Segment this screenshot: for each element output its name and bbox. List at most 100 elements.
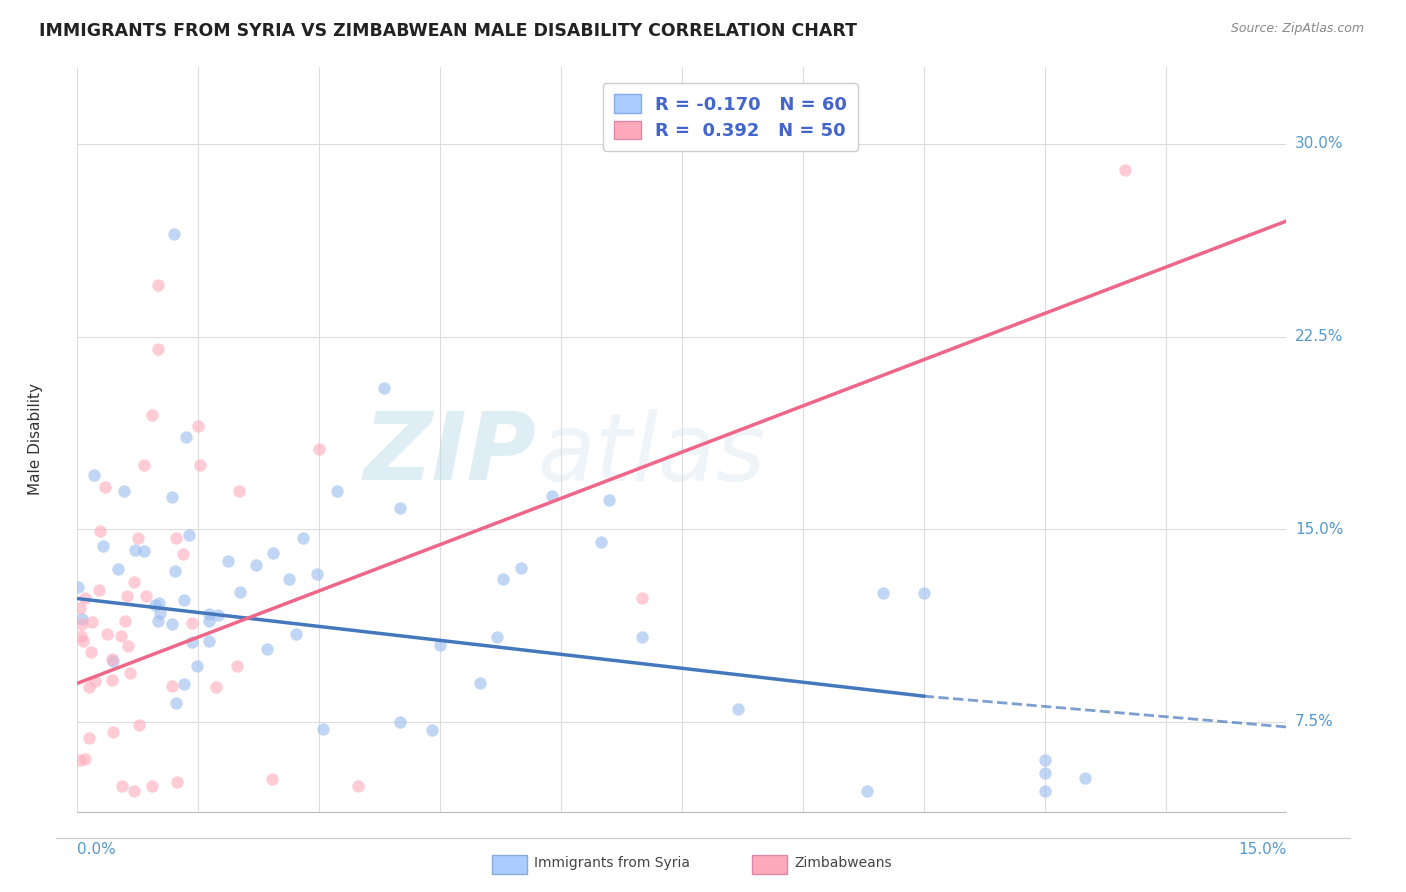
Point — [134, 458, 156, 472]
Point — [598, 493, 620, 508]
Point — [291, 531, 314, 545]
Point — [245, 558, 267, 573]
Point — [162, 490, 184, 504]
Point — [204, 680, 226, 694]
Point — [110, 629, 132, 643]
Point — [872, 586, 894, 600]
Point — [229, 585, 252, 599]
Text: Immigrants from Syria: Immigrants from Syria — [534, 856, 690, 871]
Point — [70, 612, 93, 626]
Point — [101, 724, 124, 739]
Point — [347, 779, 370, 793]
Point — [198, 614, 221, 628]
Point — [117, 589, 139, 603]
Point — [1033, 753, 1056, 767]
Point — [207, 608, 229, 623]
Text: 22.5%: 22.5% — [1295, 329, 1343, 344]
Point — [492, 572, 515, 586]
Point — [308, 442, 330, 457]
Text: 30.0%: 30.0% — [1295, 136, 1343, 152]
Point — [89, 524, 111, 538]
Point — [160, 617, 183, 632]
Point — [141, 408, 163, 422]
Text: 15.0%: 15.0% — [1239, 842, 1286, 857]
Point — [72, 633, 94, 648]
Point — [117, 640, 139, 654]
Text: Source: ZipAtlas.com: Source: ZipAtlas.com — [1230, 22, 1364, 36]
Point — [1033, 766, 1056, 780]
Point — [225, 659, 247, 673]
Point — [163, 227, 186, 241]
Point — [173, 593, 195, 607]
Point — [75, 591, 97, 605]
Point — [118, 665, 141, 680]
Point — [1114, 162, 1136, 177]
Point — [141, 779, 163, 793]
Point — [260, 772, 283, 786]
Point — [179, 528, 201, 542]
Text: atlas: atlas — [537, 409, 765, 500]
Point — [173, 677, 195, 691]
Point — [305, 566, 328, 581]
Point — [630, 630, 652, 644]
Point — [165, 696, 187, 710]
Point — [186, 659, 208, 673]
Point — [420, 723, 443, 737]
Point — [166, 775, 188, 789]
Point — [312, 722, 335, 736]
Point — [373, 381, 395, 395]
Text: Zimbabweans: Zimbabweans — [794, 856, 891, 871]
Point — [84, 673, 107, 688]
Point — [124, 575, 146, 590]
Point — [486, 630, 509, 644]
Point — [77, 680, 100, 694]
Point — [217, 553, 239, 567]
Point — [107, 562, 129, 576]
Text: IMMIGRANTS FROM SYRIA VS ZIMBABWEAN MALE DISABILITY CORRELATION CHART: IMMIGRANTS FROM SYRIA VS ZIMBABWEAN MALE… — [39, 22, 858, 40]
Point — [541, 489, 564, 503]
Point — [128, 718, 150, 732]
Point — [509, 560, 531, 574]
Point — [1033, 784, 1056, 798]
Point — [148, 596, 170, 610]
Point — [176, 430, 198, 444]
Point — [727, 702, 749, 716]
Point — [146, 343, 169, 357]
Point — [197, 633, 219, 648]
Point — [388, 714, 411, 729]
Point — [134, 544, 156, 558]
Point — [80, 645, 103, 659]
Point — [122, 784, 145, 798]
Text: Male Disability: Male Disability — [28, 384, 42, 495]
Text: 0.0%: 0.0% — [77, 842, 117, 857]
Point — [389, 501, 412, 516]
Point — [91, 539, 114, 553]
Text: 15.0%: 15.0% — [1295, 522, 1343, 537]
Point — [256, 641, 278, 656]
Point — [172, 547, 194, 561]
Point — [228, 483, 250, 498]
Point — [470, 676, 492, 690]
Point — [1074, 772, 1097, 786]
Point — [429, 638, 451, 652]
Text: 7.5%: 7.5% — [1295, 714, 1333, 730]
Point — [181, 635, 204, 649]
Point — [111, 779, 134, 793]
Point — [101, 673, 124, 687]
Point — [197, 607, 219, 621]
Point — [94, 480, 117, 494]
Point — [101, 654, 124, 668]
Point — [100, 652, 122, 666]
Point — [181, 615, 204, 630]
Point — [188, 458, 211, 472]
Point — [82, 615, 104, 629]
Point — [70, 616, 93, 631]
Point — [112, 483, 135, 498]
Point — [591, 535, 613, 549]
Point — [262, 546, 284, 560]
Point — [83, 468, 105, 483]
Point — [187, 419, 209, 434]
Point — [912, 586, 935, 600]
Point — [165, 531, 187, 545]
Legend: R = -0.170   N = 60, R =  0.392   N = 50: R = -0.170 N = 60, R = 0.392 N = 50 — [603, 83, 858, 151]
